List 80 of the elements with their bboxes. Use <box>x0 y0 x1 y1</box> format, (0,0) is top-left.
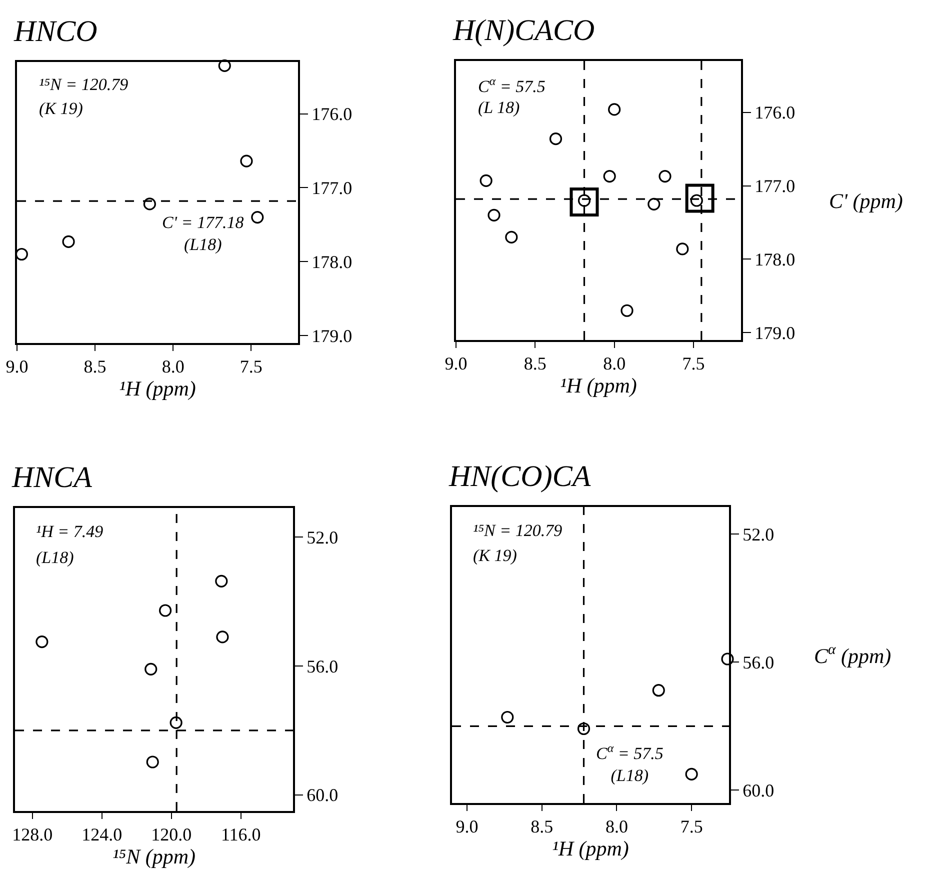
point <box>480 174 492 187</box>
x-tick-label: 8.0 <box>605 816 628 837</box>
point <box>685 768 698 780</box>
x-tick-label: 7.5 <box>240 356 262 377</box>
annotation: (K 19) <box>39 99 84 118</box>
x-tick-label: 116.0 <box>220 824 261 845</box>
y-tick-label: 56.0 <box>306 656 338 676</box>
point <box>501 710 514 724</box>
y-tick-label: 56.0 <box>742 652 774 672</box>
y-tick-label: 178.0 <box>754 250 796 270</box>
chart-title: HNCA <box>11 461 93 494</box>
point <box>251 210 264 224</box>
y-tick-label: 177.0 <box>754 176 796 196</box>
x-tick-label: 128.0 <box>12 824 53 845</box>
point <box>505 230 518 244</box>
y-tick-label: 176.0 <box>312 104 352 124</box>
x-tick-label: 120.0 <box>151 824 192 845</box>
point <box>570 187 599 216</box>
x-tick-label: 8.5 <box>524 354 546 374</box>
x-tick-label: 7.5 <box>682 354 705 374</box>
chart-title: HNCO <box>13 15 98 48</box>
point <box>215 574 228 588</box>
x-axis-title: ¹⁵N (ppm) <box>112 844 196 869</box>
point <box>144 662 158 676</box>
point <box>143 198 156 210</box>
x-axis-title: ¹H (ppm) <box>552 836 629 861</box>
point <box>676 242 689 256</box>
x-tick-label: 124.0 <box>82 824 122 845</box>
y-tick-label: 176.0 <box>754 102 796 123</box>
y-tick-label: 179.0 <box>312 326 352 346</box>
x-tick-label: 9.0 <box>6 356 28 377</box>
point <box>652 684 665 697</box>
x-tick-label: 8.5 <box>84 356 106 377</box>
y-tick-label: 60.0 <box>306 785 338 806</box>
point <box>608 103 621 116</box>
annotation: (K 19) <box>473 546 518 565</box>
annotation: (L 18) <box>478 98 520 117</box>
y-axis-title: C' (ppm) <box>829 189 903 213</box>
x-tick-label: 8.5 <box>530 816 554 837</box>
point <box>658 170 672 183</box>
point <box>158 604 172 617</box>
y-tick-label: 52.0 <box>306 527 338 548</box>
point <box>549 132 562 146</box>
point <box>62 235 75 248</box>
annotation: ¹⁵N = 120.79 <box>473 521 563 540</box>
x-tick-label: 9.0 <box>444 354 468 374</box>
point <box>620 304 634 317</box>
x-axis-title: ¹H (ppm) <box>119 376 196 401</box>
point <box>648 198 660 210</box>
y-tick-label: 177.0 <box>312 178 352 198</box>
point <box>603 170 616 183</box>
point <box>240 154 253 168</box>
point <box>721 652 734 666</box>
x-tick-label: 8.0 <box>162 356 184 377</box>
x-tick-label: 9.0 <box>456 816 478 837</box>
annotation: C$^{α}$ = 57.5 (L18) <box>596 741 664 786</box>
point <box>216 630 229 644</box>
annotation: C$^{α}$ = 57.5 <box>478 74 546 96</box>
point <box>577 722 590 736</box>
point <box>36 635 48 648</box>
annotation: C' = 177.18 (L18) <box>162 213 244 254</box>
annotation: ¹H = 7.49 <box>36 522 104 541</box>
point <box>488 208 500 222</box>
chart-title: HN(CO)CA <box>448 460 592 493</box>
point <box>146 756 159 768</box>
annotation: ¹⁵N = 120.79 <box>39 75 129 94</box>
y-tick-label: 60.0 <box>742 780 774 800</box>
y-axis-title: C$^{α}$ (ppm) <box>814 642 892 668</box>
point <box>218 59 231 72</box>
point <box>170 716 182 729</box>
chart-title: H(N)CACO <box>452 14 595 47</box>
x-tick-label: 8.0 <box>603 354 626 374</box>
y-tick-label: 178.0 <box>312 252 352 272</box>
point <box>685 184 714 213</box>
x-tick-label: 7.5 <box>680 816 703 837</box>
y-tick-label: 179.0 <box>754 322 796 343</box>
y-tick-label: 52.0 <box>742 524 774 544</box>
annotation: (L18) <box>36 548 74 567</box>
point <box>15 248 28 261</box>
x-axis-title: ¹H (ppm) <box>560 374 637 398</box>
